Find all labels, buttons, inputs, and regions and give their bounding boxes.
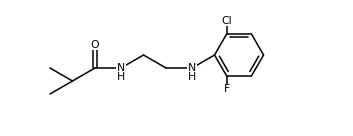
Text: N: N (188, 63, 196, 73)
Text: H: H (188, 72, 196, 83)
Text: N: N (117, 63, 125, 73)
Text: H: H (117, 72, 125, 83)
Text: O: O (91, 40, 99, 50)
Text: F: F (224, 84, 230, 94)
Text: Cl: Cl (221, 16, 232, 26)
